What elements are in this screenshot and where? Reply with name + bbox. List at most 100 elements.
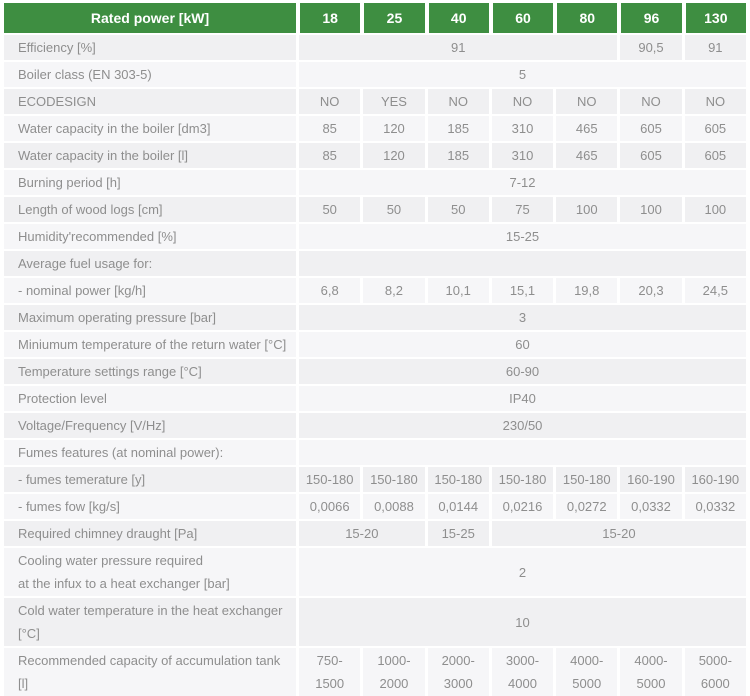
row-label: - fumes fow [kg/s] [4, 492, 297, 519]
table-cell: 24,5 [681, 276, 746, 303]
table-row: Fumes features (at nominal power): [4, 438, 746, 465]
row-label: Voltage/Frequency [V/Hz] [4, 411, 297, 438]
table-cell: 0,0216 [488, 492, 554, 519]
row-label: Cooling water pressure required at the i… [4, 546, 297, 596]
header-col-80: 80 [553, 3, 618, 33]
table-cell: 50 [296, 195, 361, 222]
table-cell: 60 [296, 330, 746, 357]
table-cell: NO [424, 87, 489, 114]
table-cell: 50 [360, 195, 425, 222]
table-cell: 15-25 [296, 222, 746, 249]
table-cell: 100 [617, 195, 682, 222]
table-cell: 7-12 [296, 168, 746, 195]
table-cell: IP40 [296, 384, 746, 411]
table-cell [296, 438, 746, 465]
table-cell: 230/50 [296, 411, 746, 438]
row-label: Water capacity in the boiler [dm3] [4, 114, 297, 141]
table-cell: 310 [488, 114, 554, 141]
table-cell: 150-180 [553, 465, 618, 492]
table-cell: 160-190 [617, 465, 682, 492]
table-row: Miniumum temperature of the return water… [4, 330, 746, 357]
table-cell: 20,3 [617, 276, 682, 303]
table-cell: 605 [617, 141, 682, 168]
table-row: Efficiency [%] 91 90,5 91 [4, 33, 746, 60]
row-label: Boiler class (EN 303-5) [4, 60, 297, 87]
table-cell: 750- 1500 [296, 646, 361, 696]
table-row: - nominal power [kg/h] 6,8 8,2 10,1 15,1 19,8… [4, 276, 746, 303]
table-cell: 160-190 [681, 465, 746, 492]
header-row: Rated power [kW] 18 25 40 60 80 96 130 [4, 3, 746, 33]
table-cell: 90,5 [617, 33, 682, 60]
table-row: Cold water temperature in the heat excha… [4, 596, 746, 646]
table-cell: 150-180 [424, 465, 489, 492]
table-cell: 120 [360, 114, 425, 141]
table-cell: 0,0332 [681, 492, 746, 519]
table-cell: 2 [296, 546, 746, 596]
table-row: Burning period [h] 7-12 [4, 168, 746, 195]
table-cell: 2000- 3000 [424, 646, 489, 696]
table-row: - fumes fow [kg/s] 0,0066 0,0088 0,0144 0,02… [4, 492, 746, 519]
table-cell: 605 [681, 114, 746, 141]
row-label: ECODESIGN [4, 87, 297, 114]
table-cell: 0,0332 [617, 492, 682, 519]
table-cell: YES [360, 87, 425, 114]
table-cell: 6,8 [296, 276, 361, 303]
table-cell: 1000- 2000 [360, 646, 425, 696]
row-label: - nominal power [kg/h] [4, 276, 297, 303]
row-label: Burning period [h] [4, 168, 297, 195]
boiler-spec-table: Rated power [kW] 18 25 40 60 80 96 130 Efficie… [4, 3, 746, 696]
table-cell: 15-25 [424, 519, 489, 546]
table-row: Boiler class (EN 303-5) 5 [4, 60, 746, 87]
row-label: Protection level [4, 384, 297, 411]
table-cell: 100 [553, 195, 618, 222]
table-cell: 85 [296, 141, 361, 168]
table-cell: 60-90 [296, 357, 746, 384]
header-col-25: 25 [360, 3, 425, 33]
table-cell: NO [488, 87, 554, 114]
row-label: Fumes features (at nominal power): [4, 438, 297, 465]
table-cell: 465 [553, 141, 618, 168]
header-label: Rated power [kW] [4, 3, 297, 33]
row-label: Maximum operating pressure [bar] [4, 303, 297, 330]
table-cell: 4000- 5000 [617, 646, 682, 696]
table-row: Cooling water pressure required at the i… [4, 546, 746, 596]
table-cell: 605 [617, 114, 682, 141]
table-cell: 15-20 [488, 519, 746, 546]
table-row: Protection level IP40 [4, 384, 746, 411]
table-cell: NO [617, 87, 682, 114]
table-cell: 465 [553, 114, 618, 141]
table-cell: 0,0088 [360, 492, 425, 519]
table-cell: 310 [488, 141, 554, 168]
table-cell: 15,1 [488, 276, 554, 303]
table-row: ECODESIGN NO YES NO NO NO NO NO [4, 87, 746, 114]
table-cell: 0,0066 [296, 492, 361, 519]
row-label: - fumes temerature [y] [4, 465, 297, 492]
table-cell: 50 [424, 195, 489, 222]
row-label: Length of wood logs [cm] [4, 195, 297, 222]
table-cell: 10,1 [424, 276, 489, 303]
table-row: Humidity'recommended [%] 15-25 [4, 222, 746, 249]
row-label: Average fuel usage for: [4, 249, 297, 276]
table-cell: 5 [296, 60, 746, 87]
table-cell: 605 [681, 141, 746, 168]
table-row: Temperature settings range [°C] 60-90 [4, 357, 746, 384]
table-cell: 8,2 [360, 276, 425, 303]
table-cell: 85 [296, 114, 361, 141]
table-cell: 19,8 [553, 276, 618, 303]
table-row: Water capacity in the boiler [l] 85 120 185… [4, 141, 746, 168]
table-row: Average fuel usage for: [4, 249, 746, 276]
boiler-spec-page: Rated power [kW] 18 25 40 60 80 96 130 Efficie… [4, 3, 746, 691]
table-cell: 100 [681, 195, 746, 222]
table-cell: 3000- 4000 [488, 646, 554, 696]
table-cell: 150-180 [296, 465, 361, 492]
table-cell: NO [296, 87, 361, 114]
table-cell: 10 [296, 596, 746, 646]
row-label: Water capacity in the boiler [l] [4, 141, 297, 168]
header-col-130: 130 [681, 3, 746, 33]
table-cell: 3 [296, 303, 746, 330]
table-cell: 120 [360, 141, 425, 168]
row-label: Required chimney draught [Pa] [4, 519, 297, 546]
row-label: Humidity'recommended [%] [4, 222, 297, 249]
header-col-40: 40 [424, 3, 489, 33]
table-row: Maximum operating pressure [bar] 3 [4, 303, 746, 330]
